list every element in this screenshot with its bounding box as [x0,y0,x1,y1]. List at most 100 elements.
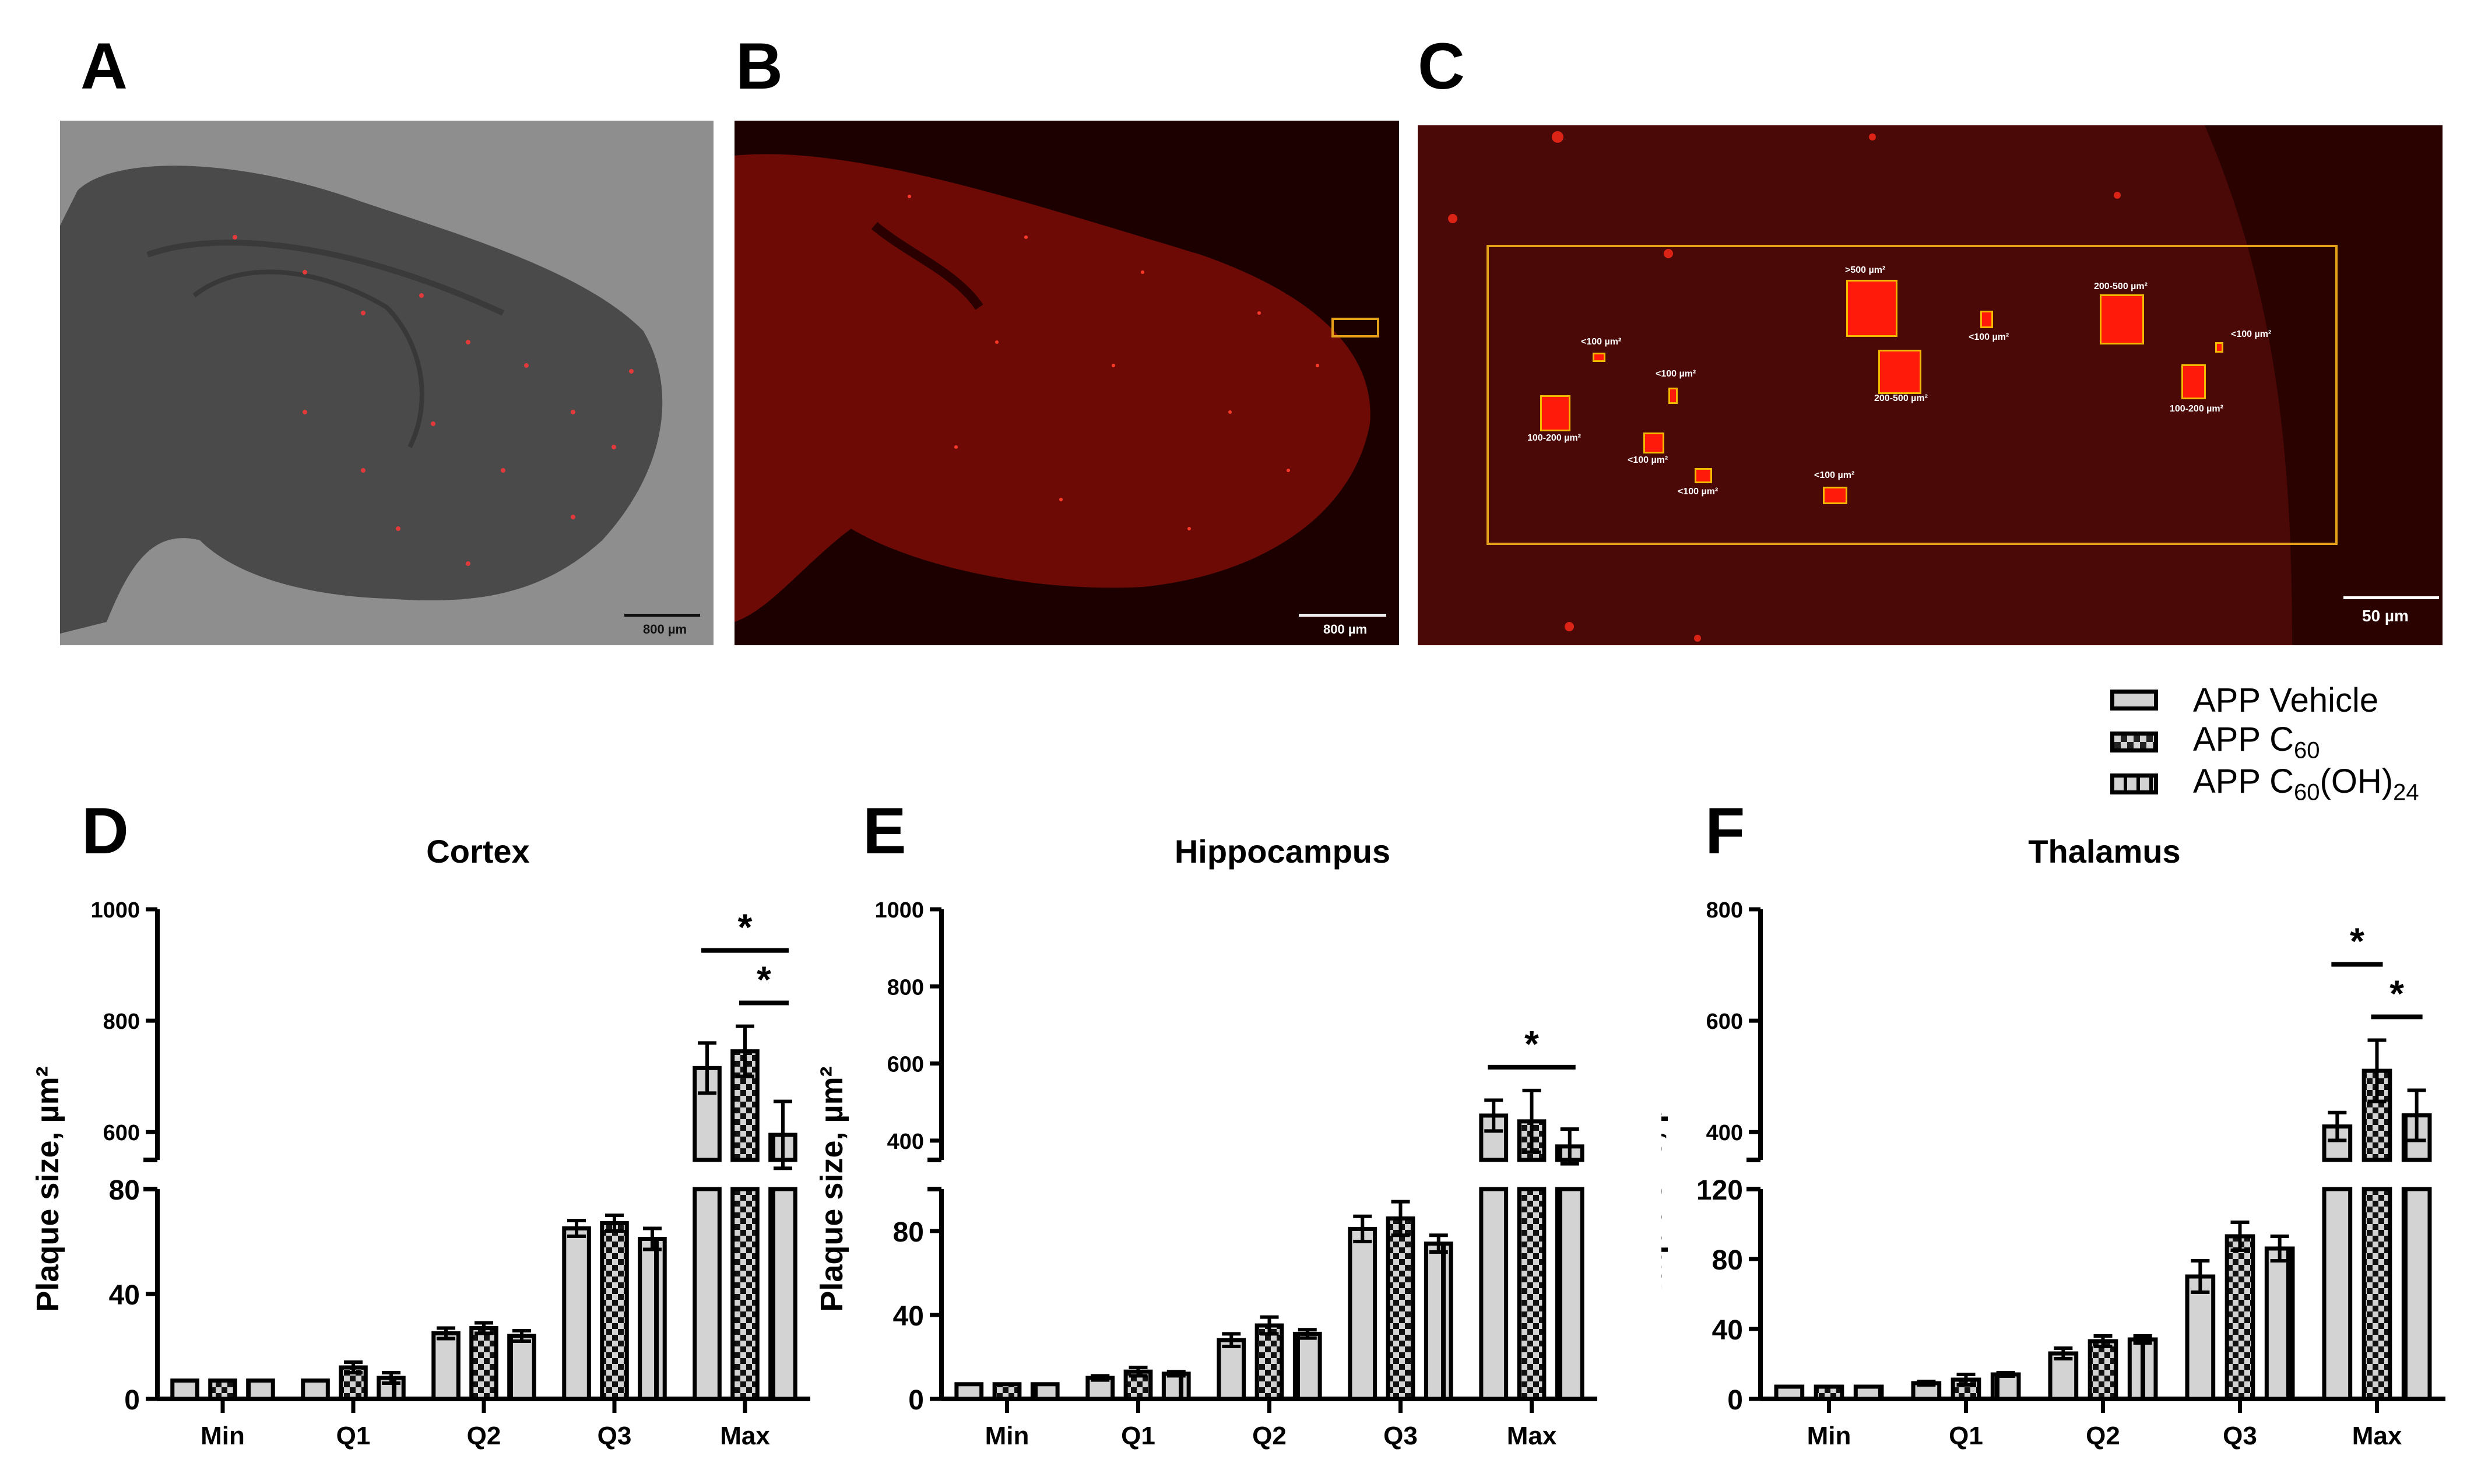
x-tick-label: Q2 [467,1422,501,1450]
bar [1386,1216,1415,1401]
plaque [1980,311,1993,328]
plaque [1593,353,1605,362]
y-tick-label: 40 [893,1301,924,1332]
bar [431,1331,461,1401]
x-tick-label: Q2 [1252,1422,1287,1450]
panel-label-d: D [82,794,129,867]
x-tick-label: Q1 [1121,1422,1155,1450]
bar [301,1378,330,1401]
scale-bar-label-a: 800 µm [643,622,687,636]
significance-star: * [2350,920,2364,962]
bar [954,1382,984,1401]
y-tick-label: 800 [887,975,924,1000]
chart-title: Thalamus [2028,839,2180,870]
bar [2225,1234,2255,1401]
chart-legend: APP Vehicle APP C60 APP C60(OH)24 [2110,679,2419,806]
bar [2264,1246,2295,1401]
x-tick-label: Max [2352,1422,2402,1450]
y-tick-label: 40 [1712,1315,1743,1346]
panel-label-b: B [736,30,783,103]
y-tick-label: 1000 [874,898,924,923]
plaque-label: 200-500 µm² [1874,393,1928,403]
bar [562,1226,591,1401]
y-tick-label: 0 [1727,1385,1743,1416]
plaque-label: 200-500 µm² [2094,282,2148,291]
significance-star: * [757,959,771,1001]
significance-star: * [738,906,753,948]
bar [1814,1384,1844,1401]
legend-label: APP Vehicle [2193,681,2379,719]
legend-item-c60oh24: APP C60(OH)24 [2110,762,2419,806]
panel-label-c: C [1418,30,1465,103]
scale-bar-b [1299,614,1386,617]
y-tick-label: 80 [109,1175,140,1206]
roi-box-c [1486,245,2338,545]
chart-title: Hippocampus [1175,839,1390,870]
significance-star: * [1524,1023,1539,1065]
scale-bar-label-c: 50 µm [2362,607,2409,625]
legend-item-c60: APP C60 [2110,720,2419,764]
plaque-label: <100 µm² [1656,369,1696,379]
bar [507,1334,536,1401]
bar [1479,1187,1509,1401]
plaque-label: 100-200 µm² [1527,433,1581,443]
chart-thalamus: Thalamus Plaque size, µm² 0 40 80 120 400 600 80… [1633,833,2474,1481]
bar [1853,1384,1884,1401]
bar [1990,1372,2021,1401]
bar [1348,1226,1377,1401]
scale-bar-a [624,614,700,617]
y-tick-label: 80 [893,1217,924,1248]
plaque [1695,468,1712,483]
y-axis-label: Plaque size, µm² [30,1066,65,1311]
y-axis-label: Plaque size, µm² [816,1066,849,1311]
y-tick-label: 40 [109,1280,140,1311]
bar [208,1378,237,1401]
plaque-label: 100-200 µm² [2170,404,2223,414]
x-tick-label: Q3 [2223,1422,2257,1450]
y-tick-label: 600 [1706,1010,1743,1034]
bar [2322,1187,2353,1401]
y-tick-label: 400 [1706,1121,1743,1145]
plaque-label: >500 µm² [1845,265,1886,275]
bar [768,1187,797,1401]
bar [2127,1337,2158,1401]
bar [2361,1187,2392,1401]
bar [1254,1323,1284,1401]
panel-label-e: E [863,794,906,867]
x-tick-label: Min [201,1422,245,1450]
y-tick-label: 800 [103,1010,140,1034]
bar [1555,1187,1584,1401]
plaque [1668,388,1678,404]
bar [1217,1338,1246,1401]
chart-cortex: Cortex Plaque size, µm² 0 40 80 600 800 1000 Min… [0,833,816,1481]
plaque-label: <100 µm² [1628,455,1668,465]
bar [246,1378,275,1401]
y-axis-label: Plaque size, µm² [1661,1066,1668,1311]
panel-label-f: F [1705,794,1745,867]
roi-box-b [1331,318,1379,337]
scale-bar-c [2343,596,2439,599]
y-tick-label: 800 [1706,898,1743,923]
x-tick-label: Q3 [1383,1422,1418,1450]
bar [638,1237,667,1401]
legend-item-vehicle: APP Vehicle [2110,679,2419,721]
y-tick-label: 0 [908,1385,924,1416]
chart-hippocampus: Hippocampus Plaque size, µm² 0 40 80 400 600 80… [814,833,1661,1481]
plaque [1878,350,1921,394]
bar [2185,1274,2216,1401]
plaque-label: <100 µm² [1678,487,1719,497]
plaque-label: <100 µm² [1581,337,1622,347]
plaque [2100,294,2144,344]
y-tick-label: 0 [124,1385,140,1416]
legend-swatch-checker [2110,732,2158,752]
x-tick-label: Min [1807,1422,1851,1450]
x-tick-label: Max [720,1422,770,1450]
x-tick-label: Q1 [1949,1422,1983,1450]
bar [170,1378,199,1401]
bar [2401,1187,2432,1401]
bar [2088,1339,2118,1401]
brain-section-brightfield-image: 800 µm [60,121,714,645]
bar [600,1221,629,1401]
x-tick-label: Max [1507,1422,1557,1450]
x-tick-label: Q1 [336,1422,371,1450]
